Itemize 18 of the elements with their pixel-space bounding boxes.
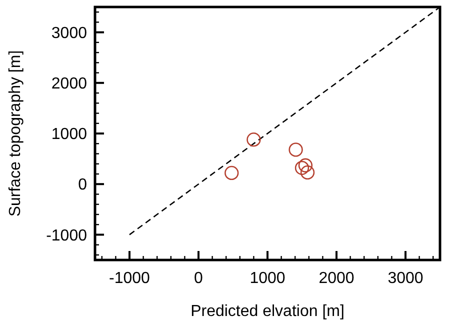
- y-tick-label: 3000: [51, 24, 88, 42]
- point: [246, 132, 261, 147]
- point: [294, 160, 310, 175]
- y-tick-label: 1000: [51, 126, 88, 144]
- x-tick-label: -1000: [109, 270, 150, 287]
- point: [288, 142, 303, 157]
- x-axis-title: Predicted elvation [m]: [190, 303, 344, 320]
- point: [300, 165, 315, 180]
- y-axis-title: Surface topography [m]: [7, 50, 24, 217]
- x-tick-label: 0: [194, 270, 204, 287]
- y-tick-label: 2000: [51, 76, 88, 92]
- x-tick-label: 1000: [250, 270, 286, 287]
- point: [298, 158, 313, 172]
- x-tick-label: 2000: [318, 270, 354, 287]
- point: [224, 166, 239, 180]
- x-tick-label: 3000: [388, 270, 424, 287]
- y-tick-label: -1000: [46, 227, 88, 244]
- y-tick-label: 0: [78, 176, 88, 194]
